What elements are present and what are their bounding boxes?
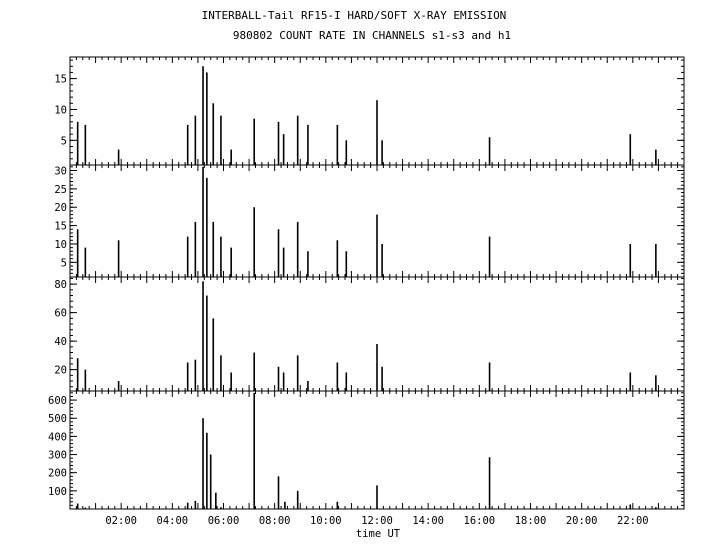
x-tick-label: 14:00 bbox=[412, 515, 444, 527]
y-tick-label: 40 bbox=[54, 336, 67, 348]
y-tick-label: 100 bbox=[48, 486, 67, 498]
y-tick-label: 500 bbox=[48, 413, 67, 425]
x-tick-label: 12:00 bbox=[361, 515, 393, 527]
panels-group: 5 10 15 5 10 15 20 25 30 20 40 60 80 100 200 300 400 500 6… bbox=[48, 56, 685, 510]
panel-2: 5 10 15 20 25 30 bbox=[54, 164, 685, 278]
x-tick-label: 18:00 bbox=[515, 515, 547, 527]
y-tick-label: 15 bbox=[54, 74, 67, 86]
x-tick-label: 06:00 bbox=[208, 515, 240, 527]
y-tick-label: 15 bbox=[54, 221, 67, 233]
x-tick-label: 04:00 bbox=[157, 515, 189, 527]
x-tick-label: 22:00 bbox=[617, 515, 649, 527]
y-tick-label: 5 bbox=[61, 257, 67, 269]
y-tick-label: 60 bbox=[54, 308, 67, 320]
y-tick-label: 5 bbox=[61, 135, 67, 147]
chart-subtitle: 980802 COUNT RATE IN CHANNELS s1-s3 and … bbox=[233, 29, 511, 42]
y-tick-label: 600 bbox=[48, 395, 67, 407]
y-tick-label: 20 bbox=[54, 365, 67, 377]
x-tick-label: 10:00 bbox=[310, 515, 342, 527]
panel-1: 5 10 15 bbox=[54, 56, 685, 166]
panel-4: 100 200 300 400 500 600 bbox=[48, 390, 685, 510]
x-tick-label: 02:00 bbox=[105, 515, 137, 527]
y-tick-label: 300 bbox=[48, 450, 67, 462]
x-tick-label: 16:00 bbox=[464, 515, 496, 527]
y-tick-label: 10 bbox=[54, 104, 67, 116]
y-tick-label: 20 bbox=[54, 202, 67, 214]
panel-3: 20 40 60 80 bbox=[54, 276, 685, 392]
chart-title: INTERBALL-Tail RF15-I HARD/SOFT X-RAY EM… bbox=[202, 9, 507, 22]
x-axis-label: time UT bbox=[356, 528, 401, 540]
y-tick-label: 10 bbox=[54, 239, 67, 251]
x-axis: 02:00 04:00 06:00 08:00 10:00 12:00 14:00 16:00… bbox=[105, 515, 648, 527]
y-tick-label: 80 bbox=[54, 279, 67, 291]
x-tick-label: 08:00 bbox=[259, 515, 291, 527]
y-tick-label: 30 bbox=[54, 166, 67, 178]
y-tick-label: 200 bbox=[48, 468, 67, 480]
y-tick-label: 400 bbox=[48, 431, 67, 443]
x-tick-label: 20:00 bbox=[566, 515, 598, 527]
y-tick-label: 25 bbox=[54, 184, 67, 196]
